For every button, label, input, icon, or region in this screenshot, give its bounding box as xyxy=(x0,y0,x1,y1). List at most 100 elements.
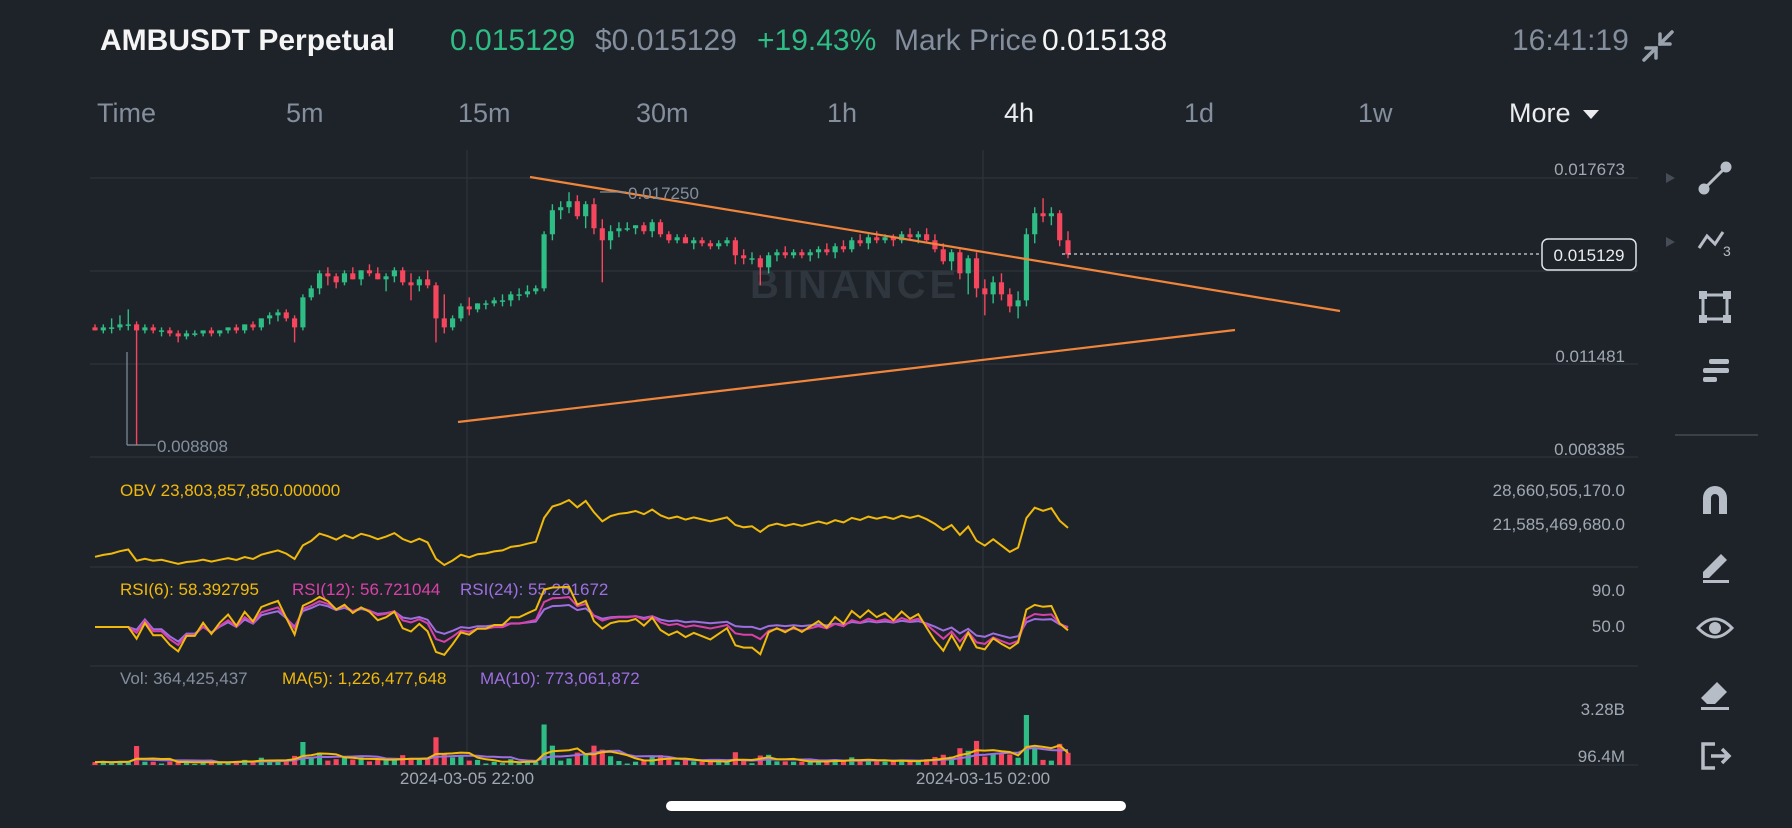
volume-bar xyxy=(973,740,980,765)
eye-icon[interactable] xyxy=(1695,608,1735,648)
candle-body xyxy=(982,288,988,295)
volume-bar xyxy=(366,761,373,765)
volume-bar xyxy=(890,761,896,765)
volume-bars xyxy=(92,715,1071,765)
volume-bar xyxy=(408,759,414,765)
candle-body xyxy=(1048,213,1054,217)
candle-body xyxy=(508,294,514,301)
volume-bar xyxy=(716,761,722,765)
volume-bar xyxy=(416,759,422,765)
tab-15m[interactable]: 15m xyxy=(458,98,511,128)
chevron-down-icon xyxy=(1582,110,1599,120)
volume-bar xyxy=(741,760,747,765)
volume-bar xyxy=(483,763,489,765)
lower-trend-line[interactable] xyxy=(457,328,1236,424)
candle-body xyxy=(142,327,148,331)
volume-bar xyxy=(865,759,871,765)
candle-body xyxy=(358,270,364,280)
volume-bar xyxy=(183,761,190,765)
volume-bar xyxy=(957,748,963,765)
home-indicator[interactable] xyxy=(666,801,1126,811)
candle-body xyxy=(167,330,173,334)
volume-bar xyxy=(316,752,323,765)
volume-bar xyxy=(358,757,364,765)
candle-body xyxy=(1065,240,1071,255)
candle-body xyxy=(591,204,597,229)
volume-bar xyxy=(92,762,98,765)
candle-body xyxy=(815,249,822,253)
exit-icon[interactable] xyxy=(1695,736,1735,776)
symbol-title[interactable]: AMBUSDT Perpetual xyxy=(100,24,396,57)
volume-bar xyxy=(990,754,996,765)
exit-fullscreen-icon[interactable] xyxy=(1638,26,1678,66)
volume-bar xyxy=(1015,757,1021,765)
vol-ma10-label: MA(10): 773,061,872 xyxy=(480,669,640,688)
ticker-header: AMBUSDT Perpetual 0.015129 $0.015129 +19… xyxy=(0,0,1792,90)
tab-30m[interactable]: 30m xyxy=(636,98,689,128)
volume-bar xyxy=(857,761,863,765)
tab-5m[interactable]: 5m xyxy=(286,98,324,128)
candle-body xyxy=(158,330,165,332)
candle-body xyxy=(632,225,639,229)
clock: 16:41:19 xyxy=(1512,24,1629,57)
candle-body xyxy=(233,327,239,331)
candle-body xyxy=(474,303,481,310)
candlestick-series xyxy=(92,192,1071,445)
tab-4h[interactable]: 4h xyxy=(1004,98,1035,128)
candle-body xyxy=(583,204,589,217)
volume-bar xyxy=(998,754,1005,765)
candle-body xyxy=(217,330,223,334)
tab-time[interactable]: Time xyxy=(97,98,156,128)
candle-body xyxy=(824,249,830,253)
trend-line-icon[interactable] xyxy=(1695,158,1735,198)
candle-body xyxy=(574,201,580,217)
candle-body xyxy=(674,237,680,241)
mark-price-label: Mark Price xyxy=(894,24,1038,57)
candle-body xyxy=(450,318,456,328)
candle-body xyxy=(341,273,348,283)
magnet-icon[interactable] xyxy=(1695,480,1735,520)
rsi6-line xyxy=(95,585,1069,656)
volume-bar xyxy=(200,762,206,765)
candle-body xyxy=(466,306,472,310)
candle-body xyxy=(109,327,115,329)
candle-body xyxy=(483,303,489,305)
volume-bar xyxy=(333,759,339,765)
volume-axis-label: 3.28B xyxy=(1581,700,1625,719)
candle-body xyxy=(624,228,630,230)
candle-body xyxy=(973,258,980,289)
volume-bar xyxy=(724,761,730,765)
rectangle-icon[interactable] xyxy=(1695,287,1735,327)
volume-bar xyxy=(383,760,389,765)
candle-body xyxy=(882,237,888,241)
volume-bar xyxy=(192,763,198,765)
lines-icon[interactable] xyxy=(1695,351,1735,391)
vol-ma5-line xyxy=(94,744,1069,764)
tab-1d[interactable]: 1d xyxy=(1184,98,1215,128)
candle-body xyxy=(799,252,805,256)
fib-icon[interactable]: 3 xyxy=(1695,222,1735,262)
volume-bar xyxy=(840,761,847,765)
candle-body xyxy=(134,324,140,331)
current-price-tag: 0.015129 xyxy=(1554,246,1625,265)
upper-trend-line[interactable] xyxy=(529,175,1341,313)
tab-1w[interactable]: 1w xyxy=(1358,98,1393,128)
candle-body xyxy=(267,315,273,319)
rsi-axis-label: 50.0 xyxy=(1592,617,1625,636)
pencil-icon[interactable] xyxy=(1695,544,1735,584)
volume-bar xyxy=(924,759,930,765)
eraser-icon[interactable] xyxy=(1695,672,1735,712)
volume-bar xyxy=(874,761,880,765)
volume-bar xyxy=(441,754,447,765)
candle-body xyxy=(391,270,397,277)
volume-bar xyxy=(732,752,738,765)
volume-bar xyxy=(142,761,148,765)
tab-1h[interactable]: 1h xyxy=(827,98,858,128)
tab-more[interactable]: More xyxy=(1509,98,1599,129)
volume-bar xyxy=(807,761,813,765)
volume-bar xyxy=(915,761,921,765)
volume-bar xyxy=(458,755,464,765)
candle-body xyxy=(200,330,206,334)
volume-bar xyxy=(516,763,522,765)
